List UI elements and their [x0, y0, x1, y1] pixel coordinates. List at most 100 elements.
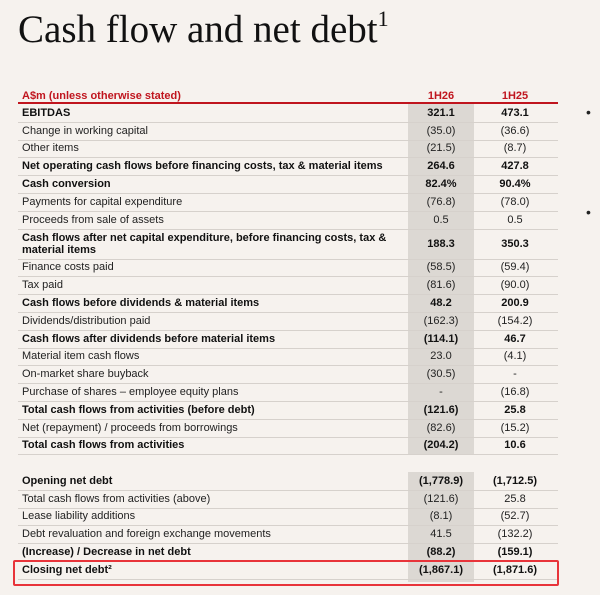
row-label: Net (repayment) / proceeds from borrowin… — [22, 421, 238, 434]
row-value: (78.0) — [500, 195, 530, 208]
row-label: Debt revaluation and foreign exchange mo… — [22, 528, 271, 541]
row-rule — [18, 507, 558, 509]
row-value: (8.1) — [429, 510, 453, 523]
row-rule — [18, 383, 558, 385]
row-value: (76.8) — [426, 195, 456, 208]
row-value: (1,867.1) — [418, 563, 464, 576]
row-label: Total cash flows from activities (above) — [22, 492, 211, 505]
row-value: 321.1 — [427, 106, 455, 119]
row-value: (132.2) — [497, 528, 533, 541]
row-label: Finance costs paid — [22, 261, 114, 274]
row-value: (121.6) — [423, 403, 459, 416]
row-label: Other items — [22, 142, 79, 155]
row-value: (90.0) — [500, 279, 530, 292]
row-value: (121.6) — [423, 492, 459, 505]
row-value: (1,712.5) — [492, 474, 538, 487]
row-rule — [18, 578, 558, 580]
row-label: Payments for capital expenditure — [22, 195, 183, 208]
row-value: (162.3) — [423, 314, 459, 327]
row-value: 200.9 — [501, 297, 529, 310]
row-value: 25.8 — [504, 403, 526, 416]
row-value: 0.5 — [507, 213, 523, 226]
row-value: - — [513, 368, 517, 381]
row-value: 473.1 — [501, 106, 529, 119]
row-rule — [18, 157, 558, 159]
row-value: 41.5 — [430, 528, 452, 541]
row-rule — [18, 525, 558, 527]
row-label: Proceeds from sale of assets — [22, 213, 164, 226]
row-value: 25.8 — [504, 492, 526, 505]
row-value: (36.6) — [500, 124, 530, 137]
column-header: A$m (unless otherwise stated) — [22, 90, 181, 102]
title-superscript: 1 — [377, 6, 389, 31]
row-rule — [18, 210, 558, 212]
row-rule — [18, 121, 558, 123]
row-label: Lease liability additions — [22, 510, 136, 523]
row-value: (4.1) — [503, 350, 527, 363]
row-rule — [18, 418, 558, 420]
row-label: Total cash flows from activities (before… — [22, 403, 255, 416]
row-rule — [18, 489, 558, 491]
row-value: (21.5) — [426, 142, 456, 155]
row-value: 23.0 — [430, 350, 452, 363]
row-label: (Increase) / Decrease in net debt — [22, 546, 191, 559]
row-value: 350.3 — [501, 237, 529, 250]
header-rule — [18, 102, 558, 104]
row-value: (114.1) — [423, 332, 459, 345]
row-value: (154.2) — [497, 314, 533, 327]
row-value: (82.6) — [426, 421, 456, 434]
row-value: (1,871.6) — [492, 563, 538, 576]
row-value: (52.7) — [500, 510, 530, 523]
row-label: Net operating cash flows before financin… — [22, 160, 383, 173]
title-text: Cash flow and net debt — [18, 8, 378, 51]
row-value: 82.4% — [425, 178, 457, 191]
row-value: 427.8 — [501, 160, 529, 173]
row-label: Cash flows after net capital expenditure… — [22, 231, 387, 256]
row-rule — [18, 139, 558, 141]
column-header: 1H25 — [501, 90, 529, 102]
row-rule — [18, 347, 558, 349]
row-label: Cash flows before dividends & material i… — [22, 297, 260, 310]
row-value: (58.5) — [426, 261, 456, 274]
row-value: 10.6 — [504, 439, 526, 452]
row-value: 46.7 — [504, 332, 526, 345]
row-value: - — [439, 386, 443, 399]
column-header: 1H26 — [427, 90, 455, 102]
row-value: (30.5) — [426, 368, 456, 381]
row-rule — [18, 543, 558, 545]
row-value: (1,778.9) — [418, 474, 464, 487]
row-label: Closing net debt² — [22, 563, 112, 576]
row-label: Cash flows after dividends before materi… — [22, 332, 276, 345]
row-rule — [18, 401, 558, 402]
bullet: • — [586, 204, 591, 220]
row-rule — [18, 228, 558, 230]
row-value: (204.2) — [423, 439, 459, 452]
row-value: (159.1) — [497, 546, 533, 559]
row-label: Tax paid — [22, 279, 63, 292]
column-shade — [408, 103, 474, 455]
row-rule — [18, 258, 558, 260]
row-value: 0.5 — [433, 213, 449, 226]
row-label: Material item cash flows — [22, 350, 140, 363]
row-value: 48.2 — [430, 297, 452, 310]
row-rule — [18, 329, 558, 331]
row-value: (8.7) — [503, 142, 527, 155]
row-rule — [18, 365, 558, 367]
row-value: 90.4% — [499, 178, 531, 191]
row-label: Dividends/distribution paid — [22, 314, 151, 327]
row-value: (88.2) — [426, 546, 456, 559]
row-label: On-market share buyback — [22, 368, 149, 381]
row-label: Purchase of shares – employee equity pla… — [22, 386, 239, 399]
row-label: EBITDAS — [22, 106, 71, 119]
row-rule — [18, 175, 558, 177]
title: Cash flow and net debt1 — [18, 6, 389, 52]
row-label: Opening net debt — [22, 474, 113, 487]
row-rule — [18, 436, 558, 438]
highlight-box — [13, 560, 559, 586]
row-rule — [18, 276, 558, 278]
row-rule — [18, 312, 558, 313]
row-rule — [18, 193, 558, 194]
row-value: 264.6 — [427, 160, 455, 173]
row-value: (81.6) — [426, 279, 456, 292]
